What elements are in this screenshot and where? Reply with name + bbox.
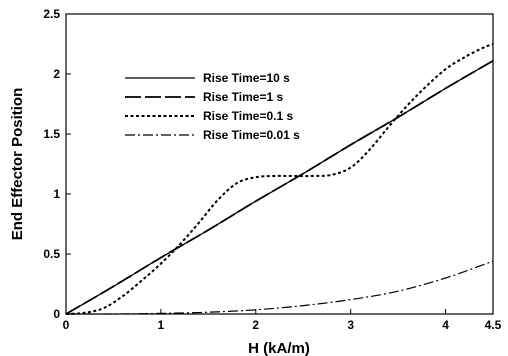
y-tick-label: 0 <box>53 307 60 321</box>
series-line-1 <box>65 60 494 315</box>
y-tick-label: 2 <box>53 67 60 81</box>
x-tick-label: 4 <box>442 318 449 332</box>
legend-label-3: Rise Time=0.01 s <box>203 128 300 142</box>
x-tick-label: 1 <box>158 318 165 332</box>
series-lines <box>65 43 494 315</box>
x-tick-label: 2 <box>252 318 259 332</box>
x-tick-label: 4.5 <box>485 318 502 332</box>
y-tick-label: 0.5 <box>43 247 60 261</box>
legend-label-2: Rise Time=0.1 s <box>203 109 293 123</box>
legend: Rise Time=10 s Rise Time=1 s Rise Time=0.1… <box>125 71 300 142</box>
y-tick-label: 2.5 <box>43 7 60 21</box>
series-line-3 <box>65 260 494 315</box>
y-tick-label: 1.5 <box>43 127 60 141</box>
x-axis-label: H (kA/m) <box>248 340 310 356</box>
series-line-2 <box>65 43 494 315</box>
x-tick-label: 3 <box>347 318 354 332</box>
ticks: 0 1 2 3 4 4.5 0 0.5 1 1.5 2 2.5 <box>43 7 501 332</box>
x-tick-label: 0 <box>63 318 70 332</box>
plot-frame <box>65 13 494 315</box>
y-axis-label: End Effector Position <box>9 88 26 241</box>
legend-label-0: Rise Time=10 s <box>203 71 290 85</box>
y-tick-label: 1 <box>53 187 60 201</box>
legend-label-1: Rise Time=1 s <box>203 90 283 104</box>
